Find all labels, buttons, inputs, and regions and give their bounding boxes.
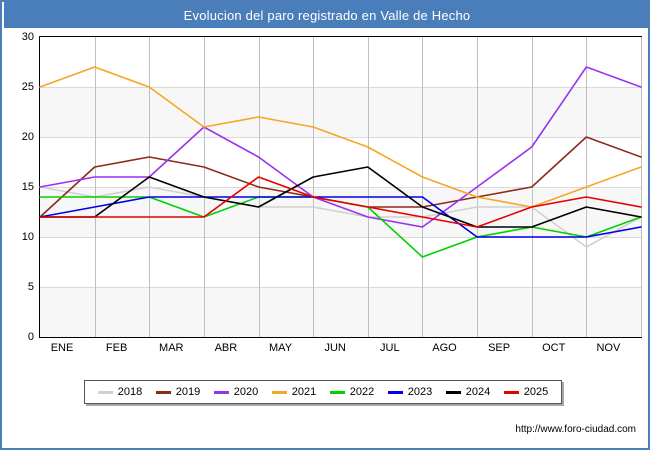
x-axis-tick-label: JUL: [380, 342, 400, 354]
legend-item-label: 2019: [175, 386, 201, 398]
legend-item-label: 2023: [407, 386, 433, 398]
x-axis-tick-label: AGO: [432, 342, 457, 354]
series-lines: [39, 66, 642, 258]
legend-item-2023[interactable]: 2023: [387, 386, 433, 398]
y-axis-tick-label: 0: [27, 331, 34, 343]
x-axis-labels: ENEFEBMARABRMAYJUNJULAGOSEPOCTNOVDIC: [39, 342, 642, 362]
series-line-2023: [39, 196, 642, 238]
legend-swatch-icon: [445, 390, 461, 394]
y-axis-tick-label: 25: [21, 81, 34, 93]
gridline-vertical: [367, 37, 369, 337]
legend-swatch-icon: [271, 390, 287, 394]
series-line-2022: [39, 196, 642, 258]
x-axis-tick-label: JUN: [324, 342, 346, 354]
gridline-vertical: [641, 37, 642, 337]
plot-area: [39, 36, 642, 338]
gridline-horizontal: [40, 87, 641, 88]
source-url: http://www.foro-ciudad.com: [515, 424, 636, 435]
legend-item-2024[interactable]: 2024: [445, 386, 491, 398]
y-axis-tick-label: 20: [21, 131, 34, 143]
legend-item-label: 2018: [117, 386, 143, 398]
y-axis-tick-label: 15: [21, 181, 34, 193]
series-line-2021: [39, 66, 642, 208]
legend-item-2025[interactable]: 2025: [503, 386, 549, 398]
legend-swatch-icon: [387, 390, 403, 394]
legend-item-label: 2022: [349, 386, 375, 398]
legend-item-2019[interactable]: 2019: [155, 386, 201, 398]
legend-swatch-icon: [503, 390, 519, 394]
y-axis-tick-label: 30: [21, 31, 34, 43]
y-axis-tick-label: 5: [27, 281, 34, 293]
gridline-horizontal: [40, 287, 641, 288]
gridline-vertical: [94, 37, 96, 337]
x-axis-tick-label: OCT: [542, 342, 566, 354]
window-title-bar: Evolucion del paro registrado en Valle d…: [4, 2, 648, 28]
gridline-horizontal: [40, 187, 641, 188]
series-line-2018: [39, 186, 642, 248]
legend-item-label: 2021: [291, 386, 317, 398]
y-axis-labels: 0 5 10 15 20 25 30: [2, 31, 39, 343]
legend-swatch-icon: [329, 390, 345, 394]
legend-swatch-icon: [155, 390, 171, 394]
x-axis-tick-label: NOV: [596, 342, 621, 354]
gridline-vertical: [203, 37, 205, 337]
x-axis-tick-label: FEB: [105, 342, 128, 354]
legend-item-2021[interactable]: 2021: [271, 386, 317, 398]
legend-item-2020[interactable]: 2020: [213, 386, 259, 398]
series-line-2025: [39, 176, 642, 228]
x-axis-tick-label: ENE: [50, 342, 74, 354]
gridline-vertical: [313, 37, 315, 337]
gridline-vertical: [422, 37, 424, 337]
page-title: Evolucion del paro registrado en Valle d…: [183, 7, 471, 23]
legend-item-2018[interactable]: 2018: [97, 386, 143, 398]
y-axis-tick-label: 10: [21, 231, 34, 243]
gridline-horizontal: [40, 237, 641, 238]
legend-item-label: 2025: [523, 386, 549, 398]
legend-swatch-icon: [97, 390, 113, 394]
legend-item-2022[interactable]: 2022: [329, 386, 375, 398]
x-axis-tick-label: MAR: [159, 342, 184, 354]
x-axis-tick-label: ABR: [214, 342, 238, 354]
x-axis-tick-label: MAY: [269, 342, 293, 354]
series-line-2020: [39, 66, 642, 228]
series-line-2024: [39, 166, 642, 228]
legend-item-label: 2020: [233, 386, 259, 398]
legend-swatch-icon: [213, 390, 229, 394]
chart-legend[interactable]: 2018 2019 2020 2021 2022 2023 2024 2025: [84, 380, 562, 404]
legend-item-label: 2024: [465, 386, 491, 398]
chart-region: 0 5 10 15 20 25 30 ENE FEB MAR ABR MAY JUN JUL AGO SEP…: [2, 28, 648, 354]
x-axis-tick-label: SEP: [488, 342, 511, 354]
